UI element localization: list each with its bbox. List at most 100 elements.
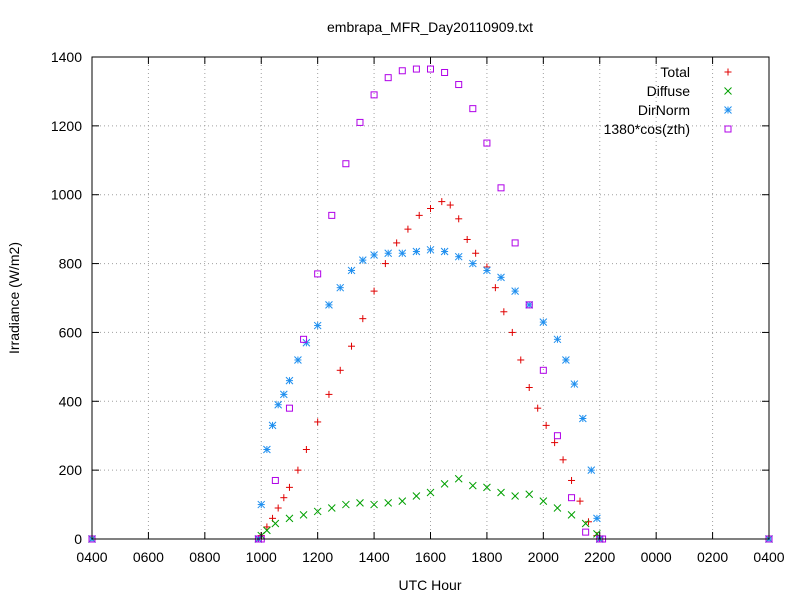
data-point bbox=[567, 511, 576, 519]
data-point bbox=[342, 500, 350, 509]
y-tick-label: 400 bbox=[59, 393, 83, 409]
data-point bbox=[426, 488, 435, 497]
legend-marker bbox=[724, 87, 732, 95]
data-point bbox=[404, 225, 412, 233]
series-cross bbox=[88, 474, 773, 543]
legend-label: Total bbox=[660, 64, 690, 80]
data-point bbox=[336, 283, 345, 292]
data-point bbox=[285, 514, 294, 523]
x-tick-label: 1200 bbox=[302, 549, 333, 565]
data-point bbox=[325, 301, 333, 309]
data-point bbox=[381, 260, 389, 268]
data-point bbox=[525, 384, 533, 392]
data-point bbox=[587, 466, 596, 474]
data-point bbox=[342, 160, 350, 168]
data-point bbox=[581, 519, 590, 528]
data-point bbox=[517, 356, 525, 364]
data-point bbox=[539, 318, 548, 326]
data-point bbox=[257, 500, 266, 509]
data-point bbox=[593, 514, 601, 523]
data-point bbox=[285, 404, 293, 412]
data-point bbox=[327, 504, 336, 512]
x-tick-label: 2200 bbox=[584, 549, 615, 565]
data-point bbox=[553, 432, 561, 440]
data-point bbox=[500, 308, 508, 316]
legend-marker bbox=[724, 106, 732, 114]
data-point bbox=[483, 266, 491, 275]
data-point bbox=[427, 204, 434, 212]
data-point bbox=[483, 139, 491, 147]
grid-lines bbox=[92, 57, 769, 539]
data-point bbox=[455, 81, 463, 89]
data-point bbox=[539, 497, 548, 505]
data-point bbox=[268, 421, 277, 430]
data-point bbox=[263, 445, 271, 454]
data-point bbox=[441, 68, 449, 76]
data-point bbox=[497, 273, 505, 282]
data-point bbox=[525, 490, 534, 499]
data-point bbox=[440, 480, 449, 488]
series-star bbox=[88, 245, 773, 543]
data-point bbox=[412, 247, 421, 256]
legend-label: Diffuse bbox=[647, 83, 691, 99]
data-point bbox=[553, 335, 562, 344]
data-point bbox=[551, 439, 559, 447]
data-point bbox=[271, 476, 279, 484]
data-point bbox=[356, 118, 364, 126]
data-point bbox=[393, 239, 401, 247]
data-point bbox=[463, 235, 471, 243]
data-point bbox=[412, 492, 421, 500]
data-point bbox=[347, 266, 356, 275]
data-point bbox=[454, 252, 463, 261]
data-point bbox=[300, 335, 308, 343]
data-point bbox=[525, 301, 534, 309]
data-point bbox=[559, 456, 567, 464]
data-point bbox=[325, 390, 333, 398]
data-point bbox=[348, 342, 356, 350]
data-point bbox=[542, 421, 550, 429]
x-axis-label: UTC Hour bbox=[398, 577, 461, 593]
data-point bbox=[294, 356, 302, 364]
data-point bbox=[469, 105, 477, 113]
data-point bbox=[398, 67, 406, 75]
y-tick-label: 1000 bbox=[51, 187, 82, 203]
data-point bbox=[412, 65, 420, 73]
data-point bbox=[285, 483, 293, 491]
data-point bbox=[313, 507, 322, 516]
legend-marker bbox=[724, 68, 732, 76]
data-point bbox=[274, 504, 282, 512]
x-tick-label: 0400 bbox=[753, 549, 784, 565]
data-point bbox=[511, 287, 519, 295]
data-point bbox=[263, 526, 271, 535]
data-point bbox=[455, 215, 463, 223]
data-point bbox=[370, 287, 378, 295]
legend-label: 1380*cos(zth) bbox=[604, 121, 690, 137]
x-tick-label: 2000 bbox=[528, 549, 559, 565]
data-point bbox=[314, 418, 322, 426]
data-point bbox=[511, 239, 519, 247]
x-tick-label: 0600 bbox=[133, 549, 164, 565]
data-point bbox=[525, 301, 533, 309]
data-point bbox=[415, 211, 423, 219]
data-point bbox=[302, 445, 310, 453]
data-point bbox=[497, 184, 505, 192]
y-tick-label: 600 bbox=[59, 324, 83, 340]
data-point bbox=[508, 328, 516, 336]
y-tick-label: 0 bbox=[74, 531, 82, 547]
data-point bbox=[285, 376, 294, 385]
data-point bbox=[328, 211, 336, 219]
data-point bbox=[274, 400, 283, 409]
data-point bbox=[427, 65, 434, 73]
x-tick-label: 1000 bbox=[246, 549, 277, 565]
y-tick-label: 1400 bbox=[51, 49, 82, 65]
legend: Total Diffuse DirNorm 1380*cos(zth) bbox=[604, 64, 732, 137]
data-point bbox=[468, 481, 477, 490]
data-point bbox=[584, 518, 592, 526]
data-point bbox=[446, 201, 454, 209]
data-point bbox=[398, 249, 407, 258]
data-point bbox=[468, 259, 477, 268]
data-point bbox=[568, 494, 576, 502]
y-tick-label: 200 bbox=[59, 462, 83, 478]
